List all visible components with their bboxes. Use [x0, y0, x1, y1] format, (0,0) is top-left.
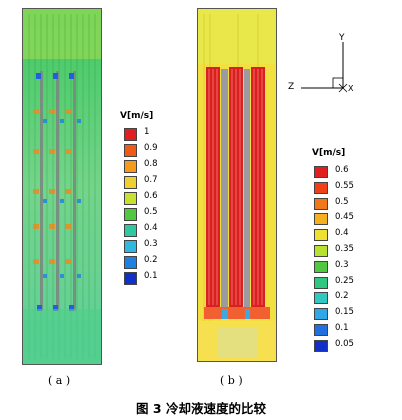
legend-b-swatch	[314, 213, 328, 226]
legend-a-swatch	[124, 272, 137, 285]
panel-b-caption: ( b )	[220, 374, 243, 387]
legend-b-tick-label: 0.2	[335, 291, 349, 302]
legend-b-swatch	[314, 276, 328, 289]
legend-a-tick-label: 0.4	[144, 223, 158, 233]
legend-b-swatch	[314, 308, 328, 321]
velocity-field-panel-a	[22, 8, 102, 365]
figure-caption: 图 3 冷却液速度的比较	[136, 401, 266, 416]
legend-b-title: V[m/s]	[312, 148, 346, 158]
legend-b-swatch	[314, 292, 328, 305]
legend-a-swatch	[124, 128, 137, 141]
legend-a-tick-label: 0.9	[144, 143, 158, 153]
panel-a-caption: ( a )	[48, 374, 71, 387]
legend-b-tick-label: 0.45	[335, 212, 354, 223]
legend-a-tick-label: 0.8	[144, 159, 158, 169]
legend-a-tick-label: 1	[144, 127, 150, 137]
legend-b-tick-label: 0.1	[335, 323, 349, 333]
legend-b-swatch	[314, 339, 328, 352]
legend-b-swatch	[314, 260, 328, 273]
legend-b-swatch	[314, 181, 328, 194]
velocity-field-a-graphic	[23, 9, 101, 364]
legend-a-title: V[m/s]	[120, 111, 154, 121]
axis-x-label: X	[348, 84, 354, 93]
legend-a-swatch	[124, 208, 137, 221]
legend-a-swatch	[124, 240, 137, 253]
legend-b-tick-label: 0.15	[335, 307, 354, 318]
axis-z-label: Z	[288, 82, 295, 92]
legend-b-tick-label: 0.05	[335, 338, 354, 349]
legend-b-tick-label: 0.35	[335, 244, 354, 254]
velocity-field-panel-b	[197, 8, 277, 362]
legend-a-tick-label: 0.2	[144, 255, 158, 265]
legend-b-tick-label: 0.5	[335, 196, 349, 207]
legend-b-tick-label: 0.4	[335, 228, 349, 239]
legend-b-tick-label: 0.3	[335, 259, 349, 270]
legend-a-tick-label: 0.3	[144, 239, 158, 249]
legend-b-swatch	[314, 245, 328, 257]
legend-a-swatch	[124, 256, 137, 269]
legend-b-swatch	[314, 166, 328, 178]
legend-a-tick-label: 0.7	[144, 175, 158, 185]
legend-b-tick-label: 0.55	[335, 180, 354, 191]
legend-a-swatch	[124, 224, 137, 237]
coordinate-axes	[301, 42, 348, 93]
legend-a-swatch	[124, 160, 137, 173]
axis-y-label: Y	[339, 33, 345, 43]
legend-b-swatch	[314, 197, 328, 210]
legend-a-tick-label: 0.6	[144, 191, 158, 201]
legend-b-tick-label: 0.6	[335, 165, 349, 175]
legend-a-tick-label: 0.5	[144, 207, 158, 217]
velocity-field-b-graphic	[198, 9, 276, 361]
legend-a-swatch	[124, 176, 137, 189]
legend-b-swatch	[314, 324, 328, 336]
legend-a-swatch	[124, 192, 137, 205]
legend-a-swatch	[124, 144, 137, 157]
legend-b-swatch	[314, 229, 328, 242]
legend-a-tick-label: 0.1	[144, 271, 158, 281]
legend-b-tick-label: 0.25	[335, 275, 354, 286]
